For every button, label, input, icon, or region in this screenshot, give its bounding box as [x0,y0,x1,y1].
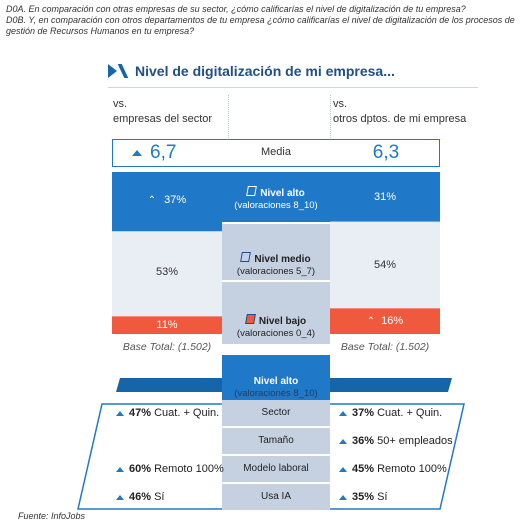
bar-label-left-alto: ⌃ 37% [147,194,187,206]
detail-frame [77,403,465,510]
media-left-value: 6,7 [150,142,177,163]
detail-row-sep [222,426,330,428]
right-header-vs: vs. [333,98,348,110]
arrow-up-icon [116,466,124,472]
level-alto-range: (valoraciones 8_10) [234,200,318,211]
detail-header-name: Nivel alto [253,376,299,387]
detail-row-sep [222,482,330,484]
question-line-2: D0B. Y, en comparación con otros departa… [6,15,515,36]
bars-mid [222,172,330,344]
bar-label-right-medio: 54% [373,259,397,271]
bar-left-medio [112,231,222,317]
mid-band-alto [222,172,330,222]
divider-left [228,95,229,140]
arrow-up-icon [339,466,347,472]
arrow-up-icon [339,410,347,416]
detail-right-ia: 35% Sí [339,491,388,503]
right-header: vs. otros dptos. de mi empresa [333,97,466,127]
chevron-right-icon [108,64,117,78]
left-header-vs: vs. [113,98,128,110]
question-text: D0A. En comparación con otras empresas d… [6,4,526,37]
left-header-label: empresas del sector [113,113,213,125]
detail-right-sector: 37% Cuat. + Quin. [339,407,442,419]
bar-left-bajo [112,316,222,334]
detail-row-label: Usa IA [260,491,291,502]
chart-title: Nivel de digitalización de mi empresa... [135,63,395,79]
bar-right-bajo [330,308,440,334]
level-bajo-range: (valoraciones 0_4) [236,328,316,339]
bar-right-medio [330,221,440,309]
bar-label-right-bajo: ⌃ 16% [366,315,404,327]
title-divider [108,87,478,88]
bar-right-alto [330,172,440,222]
detail-row-label: Tamaño [258,435,294,446]
title-row: Nivel de digitalización de mi empresa... [108,60,395,82]
footer-source: Fuente: InfoJobs [18,511,86,521]
mid-band-medio [222,224,330,280]
detail-right-tamano: 36% 50+ empleados [339,435,453,447]
media-label: Media [261,146,291,158]
bars-right [330,172,440,334]
bars-left [112,172,222,334]
detail-left-ia: 46% Sí [116,491,165,503]
media-left: 6,7 [132,142,176,164]
mid-band-bajo [222,282,330,344]
detail-row-label: Sector [261,407,291,418]
detail-row-label: Modelo laboral [243,463,309,474]
base-right: Base Total: (1.502) [340,341,430,353]
left-header: vs. empresas del sector [113,97,212,127]
detail-header-range: (valoraciones 8_10) [234,388,318,399]
media-right-value: 6,3 [372,142,400,163]
right-header-label: otros dptos. de mi empresa [333,113,467,125]
detail-left-sector: 47% Cuat. + Quin. [116,407,219,419]
question-line-1: D0A. En comparación con otras empresas d… [6,4,466,14]
divider-right [330,95,331,140]
level-medio-label: Nivel medio (valoraciones 5_7) [222,252,330,278]
bar-label-right-alto: 31% [373,191,397,203]
double-chevron-up-icon: ⌃ [366,315,376,327]
level-alto-name: Nivel alto [260,188,305,199]
arrow-up-icon [132,150,142,156]
arrow-up-icon [116,410,124,416]
level-alto-label: Nivel alto (valoraciones 8_10) [222,186,330,212]
detail-header: Nivel alto (valoraciones 8_10) [222,376,330,400]
base-left: Base Total: (1.502) [122,341,212,353]
media-row [112,139,440,167]
arrow-up-icon [116,494,124,500]
detail-header-box [222,355,330,400]
bar-left-alto [112,172,222,232]
arrow-up-icon [339,494,347,500]
bar-label-left-bajo: 11% [156,319,178,331]
arrow-up-icon [339,438,347,444]
detail-right-modelo: 45% Remoto 100% [339,463,447,475]
bar-label-left-medio: 53% [155,266,179,278]
detail-row-sep [222,454,330,456]
detail-left-modelo: 60% Remoto 100% [116,463,224,475]
level-medio-name: Nivel medio [254,254,311,265]
level-medio-range: (valoraciones 5_7) [236,266,316,277]
level-bajo-name: Nivel bajo [258,316,307,327]
level-bajo-label: Nivel bajo (valoraciones 0_4) [222,314,330,340]
double-chevron-up-icon: ⌃ [147,194,157,206]
